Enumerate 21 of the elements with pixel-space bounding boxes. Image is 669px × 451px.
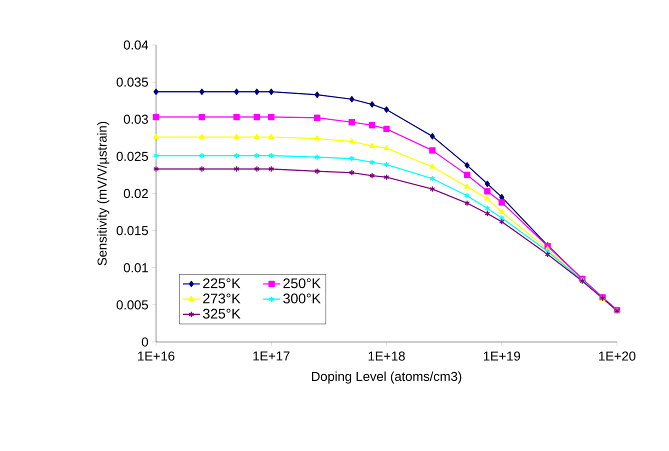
y-tick-label: 0.015 [116,226,148,236]
y-tick-label: 0.005 [116,300,148,310]
y-tick-label: 0 [142,337,148,347]
legend-label: 250°K [283,278,321,288]
y-tick-label: 0.035 [116,78,148,87]
x-tick-label: 1E+20 [599,351,636,361]
y-tick-label: 0.02 [124,188,148,198]
legend-label: 225°K [203,278,240,288]
y-tick-label: 0.04 [124,40,148,50]
legend-label: 273°K [203,294,240,304]
x-tick-label: 1E+17 [253,352,290,360]
legend-label: 325°K [202,308,240,319]
y-tick-label: 0.01 [124,263,148,272]
y-tick-label: 0.025 [116,152,148,161]
x-axis-title: Doping Level (atoms/cm3) [312,371,462,384]
x-tick-label: 1E+18 [368,351,405,361]
legend-label: 300°K [283,294,321,304]
x-tick-label: 1E+16 [138,351,174,361]
x-tick-label: 1E+19 [484,351,520,361]
y-axis-title: Sensitivity (mV/V/µstrain) [97,122,110,266]
y-tick-label: 0.03 [124,114,148,124]
